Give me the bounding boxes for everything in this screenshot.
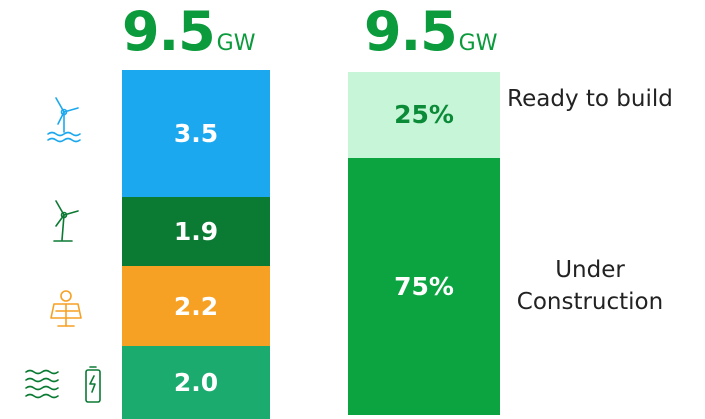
total: 9.5 GW: [364, 0, 497, 66]
onshore-wind-icon: [53, 200, 79, 242]
total-value: 9.5: [122, 0, 216, 63]
value-label: 2.0: [173, 368, 219, 398]
total-value: 9.5: [364, 0, 458, 63]
bar-segment: 2.2: [122, 266, 270, 347]
solar-icon: [50, 290, 82, 327]
bar-segment: 75%: [348, 157, 500, 415]
value-label: 3.5: [173, 119, 219, 149]
value-label: 25%: [394, 100, 454, 130]
bar-segment: 3.5: [122, 70, 270, 198]
bar-segment: 1.9: [122, 197, 270, 267]
value-label: 2.2: [173, 291, 219, 321]
icons: [25, 97, 101, 403]
bar-segment: 2.0: [122, 346, 270, 419]
value-label: 1.9: [173, 217, 219, 247]
total: 9.5 GW: [122, 0, 255, 66]
bar-segment: 25%: [348, 72, 500, 158]
offshore-wind-icon: [47, 97, 81, 143]
total-unit: GW: [458, 31, 498, 56]
total-unit: GW: [216, 31, 256, 56]
category-label: Ready to build: [507, 85, 673, 112]
category-label: Under Construction: [516, 257, 664, 316]
storage-icon: [25, 366, 101, 403]
value-label: 75%: [394, 271, 454, 301]
